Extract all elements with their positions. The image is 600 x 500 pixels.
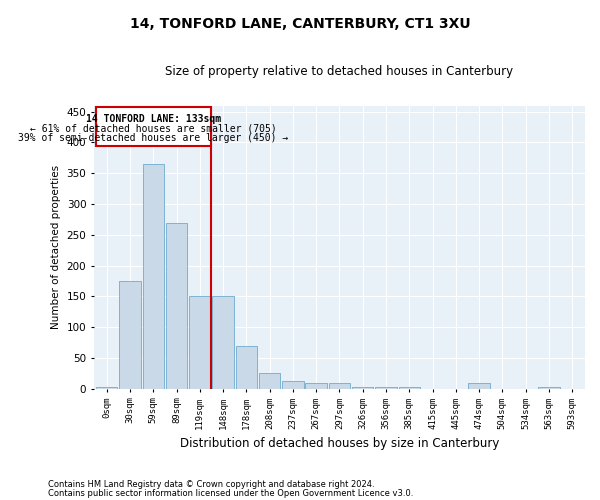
Bar <box>398 387 420 389</box>
X-axis label: Distribution of detached houses by size in Canterbury: Distribution of detached houses by size … <box>180 437 499 450</box>
Bar <box>538 387 560 389</box>
Y-axis label: Number of detached properties: Number of detached properties <box>51 165 61 329</box>
Text: ← 61% of detached houses are smaller (705): ← 61% of detached houses are smaller (70… <box>30 124 277 134</box>
Bar <box>119 281 141 389</box>
Text: Contains public sector information licensed under the Open Government Licence v3: Contains public sector information licen… <box>48 489 413 498</box>
Bar <box>376 387 397 389</box>
Bar <box>143 164 164 389</box>
Bar <box>212 296 234 389</box>
Bar <box>305 382 327 389</box>
Text: 39% of semi-detached houses are larger (450) →: 39% of semi-detached houses are larger (… <box>18 132 289 142</box>
Bar <box>259 374 280 389</box>
Text: 14 TONFORD LANE: 133sqm: 14 TONFORD LANE: 133sqm <box>86 114 221 124</box>
Bar <box>469 382 490 389</box>
Bar <box>352 387 373 389</box>
Bar <box>236 346 257 389</box>
Bar <box>329 382 350 389</box>
Bar <box>282 382 304 389</box>
Bar <box>189 296 211 389</box>
Bar <box>96 387 118 389</box>
Title: Size of property relative to detached houses in Canterbury: Size of property relative to detached ho… <box>166 65 514 78</box>
Bar <box>166 222 187 389</box>
Bar <box>96 107 211 146</box>
Text: Contains HM Land Registry data © Crown copyright and database right 2024.: Contains HM Land Registry data © Crown c… <box>48 480 374 489</box>
Text: 14, TONFORD LANE, CANTERBURY, CT1 3XU: 14, TONFORD LANE, CANTERBURY, CT1 3XU <box>130 18 470 32</box>
